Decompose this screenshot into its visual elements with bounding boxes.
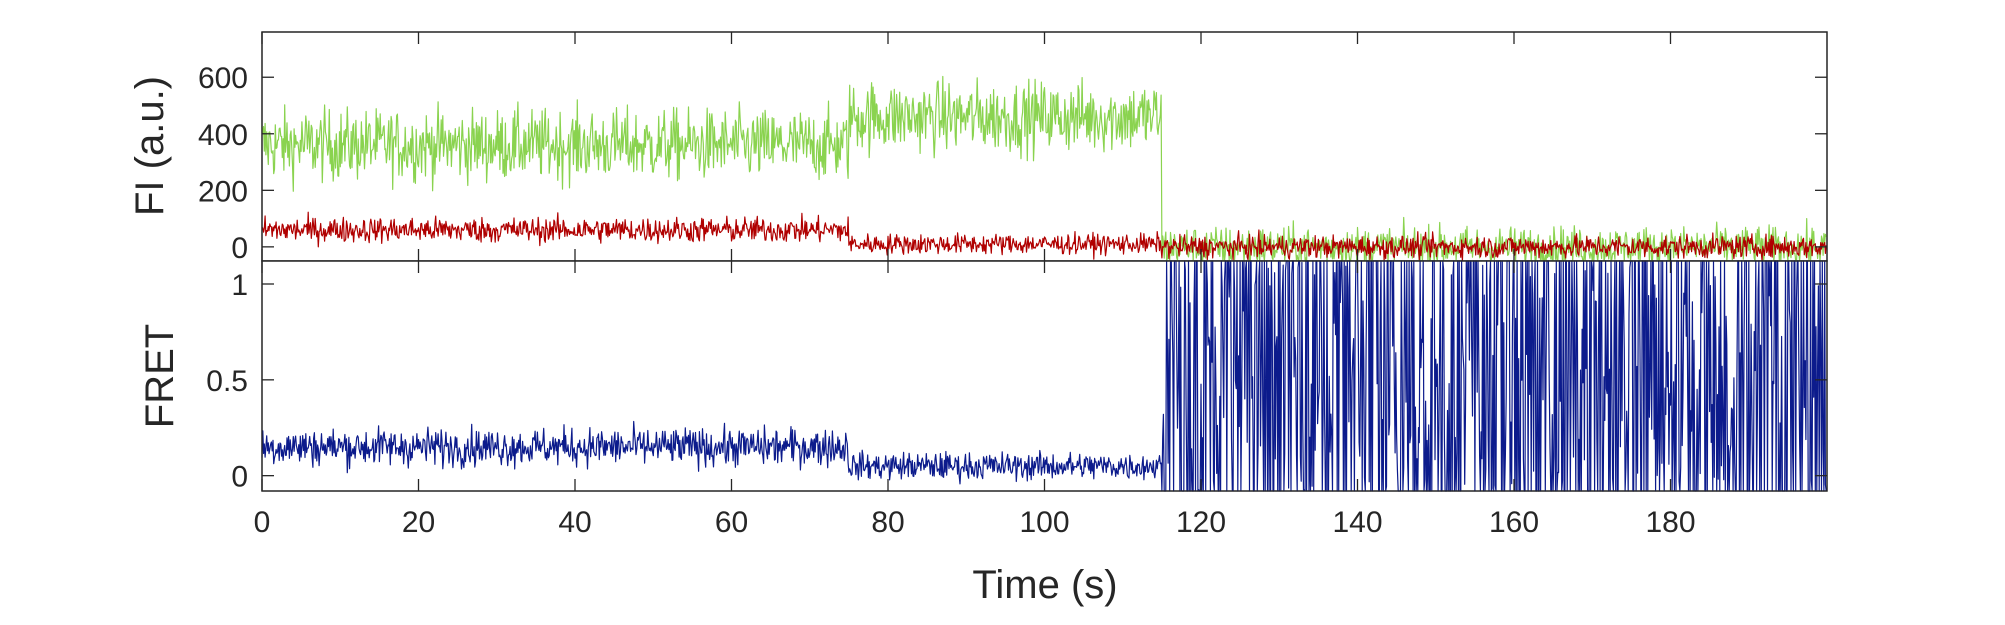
bottom-ytick-label: 0 [231,461,248,494]
xlabel: Time (s) [972,563,1117,607]
top-ylabel: FI (a.u.) [128,76,172,216]
xtick-label: 80 [871,506,904,539]
bottom-ytick-label: 0.5 [206,365,248,398]
top-series-group [261,75,1827,262]
xtick-label: 140 [1332,506,1382,539]
bottom-axes-box [261,260,1828,492]
bottom-ytick-label: 1 [231,269,248,302]
xtick-label: 20 [402,506,435,539]
bottom-ylabel: FRET [138,324,182,428]
xtick-label: 100 [1019,506,1069,539]
bottom-series-group [261,260,1827,492]
xtick-label: 40 [558,506,591,539]
top-series-1-line [261,211,1827,262]
top-ytick-label: 400 [198,119,248,152]
fluorescence-intensity-panel: 0 200 400 600 FI (a.u.) [128,31,1828,265]
top-ytick-label: 200 [198,175,248,208]
bottom-series-0-line [261,260,1827,492]
top-ticks-group: 0 200 400 600 [198,32,1827,265]
xtick-label: 160 [1489,506,1539,539]
xtick-label: 180 [1645,506,1695,539]
fret-efficiency-panel: 0 0.5 1 0 20 40 60 80 100 120 140 160 180 FRET Time … [138,260,1828,607]
xtick-label: 60 [715,506,748,539]
xtick-label: 120 [1176,506,1226,539]
bottom-ticks-group: 0 0.5 1 0 20 40 60 80 100 120 140 160 180 [206,261,1827,539]
top-ytick-label: 0 [231,232,248,265]
xtick-label: 0 [254,506,271,539]
top-ytick-label: 600 [198,62,248,95]
